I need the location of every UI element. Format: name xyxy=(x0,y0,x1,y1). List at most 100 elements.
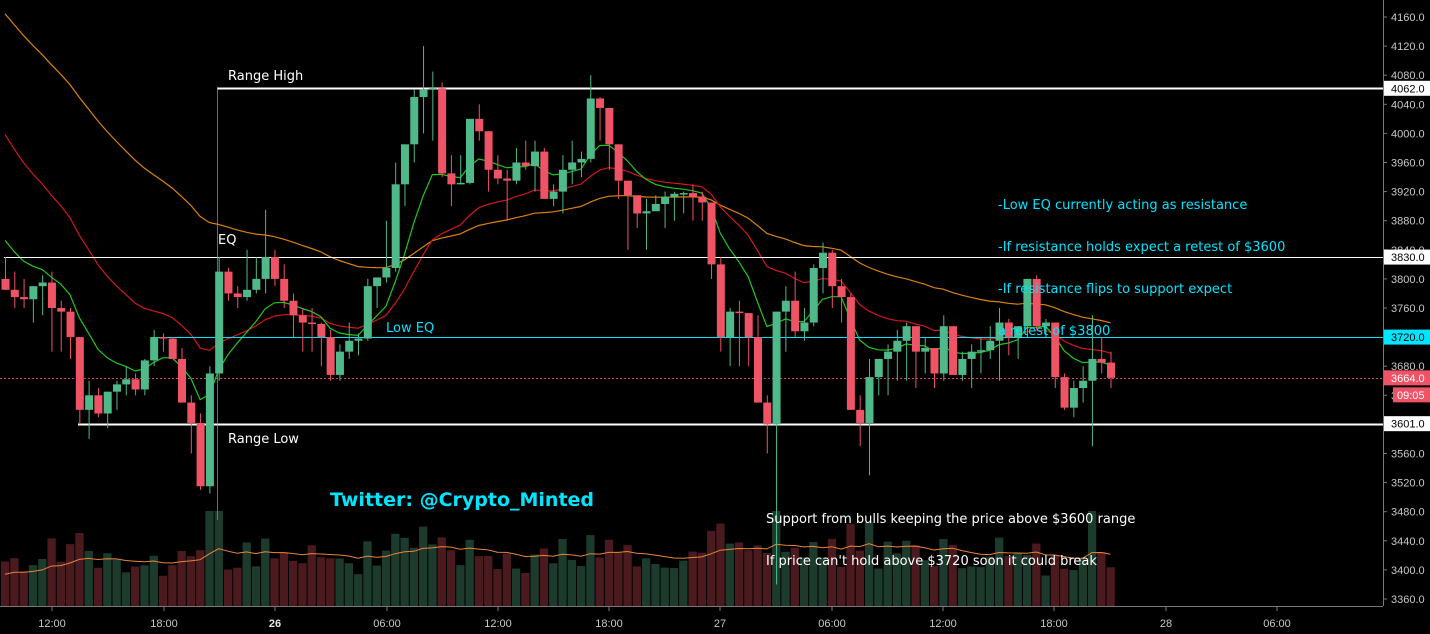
volume-bar xyxy=(409,547,419,606)
candle-body xyxy=(967,351,976,359)
candle-body xyxy=(1,278,10,290)
volume-bar xyxy=(660,567,669,606)
volume-bar xyxy=(381,550,391,606)
candle-body xyxy=(568,162,577,170)
volume-bar xyxy=(549,563,558,606)
note-line: a retest of $3800 xyxy=(998,324,1111,339)
volume-bar xyxy=(456,565,465,606)
time-tick-label: 26 xyxy=(269,618,281,630)
volume-bar xyxy=(140,565,149,606)
volume-bar xyxy=(1060,568,1069,606)
volume-bar xyxy=(93,567,103,606)
candle-body xyxy=(846,297,855,410)
volume-bar xyxy=(651,563,660,606)
volume-bar xyxy=(465,539,474,606)
volume-bar xyxy=(214,511,223,606)
candle-body xyxy=(651,203,660,212)
volume-bar xyxy=(744,550,753,606)
candle-body xyxy=(298,315,307,323)
volume-bar xyxy=(539,548,549,606)
candle-body xyxy=(475,118,484,132)
volume-bar xyxy=(837,566,846,606)
volume-bar xyxy=(19,571,28,606)
candle-body xyxy=(1107,362,1116,378)
candle-body xyxy=(373,277,382,287)
analysis-note-right: -Low EQ currently acting as resistance -… xyxy=(998,171,1285,353)
volume-bar xyxy=(186,556,196,606)
eq-label: EQ xyxy=(218,233,236,248)
time-tick-label: 12:00 xyxy=(929,618,957,630)
volume-bar xyxy=(957,568,967,606)
candle-body xyxy=(215,271,224,374)
candle-body xyxy=(1051,322,1060,378)
volume-bar xyxy=(446,550,456,606)
candle-body xyxy=(354,338,363,341)
candle-body xyxy=(865,377,874,423)
volume-bar xyxy=(391,533,400,606)
volume-bar xyxy=(261,538,270,606)
candle-body xyxy=(586,98,595,159)
candle-body xyxy=(382,267,391,278)
time-tick-label: 12:00 xyxy=(484,618,512,630)
candle-body xyxy=(85,395,94,410)
volume-bar xyxy=(1013,553,1022,606)
candle-body xyxy=(512,162,521,181)
price-tag-last-price: 3664.0 xyxy=(1384,370,1430,386)
volume-bar xyxy=(790,547,799,606)
candle-body xyxy=(503,178,512,181)
candle-body xyxy=(252,278,261,290)
volume-bar xyxy=(985,556,995,606)
volume-bar xyxy=(47,538,56,606)
candle-body xyxy=(819,252,828,268)
candle-body xyxy=(902,326,911,341)
price-tick-label: 4120.0 xyxy=(1391,41,1425,53)
volume-bar xyxy=(939,539,948,606)
price-tick-label: 3920.0 xyxy=(1391,187,1425,199)
volume-bar xyxy=(326,558,335,606)
candle-body xyxy=(400,144,409,185)
svg-text:3601.0: 3601.0 xyxy=(1391,419,1425,431)
volume-bar xyxy=(205,511,214,606)
candle-body xyxy=(809,267,818,323)
candle-body xyxy=(233,293,242,298)
volume-bar xyxy=(1078,558,1087,606)
volume-bar xyxy=(10,558,19,606)
candle-body xyxy=(224,271,233,294)
candle-body xyxy=(939,326,948,374)
candle-body xyxy=(1060,377,1069,408)
volume-bar xyxy=(864,522,874,606)
price-tick-label: 3960.0 xyxy=(1391,158,1425,170)
candle-body xyxy=(1097,358,1106,363)
volume-bar xyxy=(1041,575,1050,606)
candle-body xyxy=(456,182,465,185)
volume-bar xyxy=(251,566,261,606)
volume-bar xyxy=(1106,567,1115,606)
candle-body xyxy=(921,348,930,352)
volume-bar xyxy=(84,550,93,606)
volume-bar xyxy=(103,553,112,606)
volume-bar xyxy=(335,558,344,606)
volume-bar xyxy=(716,523,725,606)
candle-body xyxy=(930,348,939,374)
price-tag-countdown: 09:05 xyxy=(1393,387,1430,403)
volume-bar xyxy=(168,565,177,606)
volume-bar xyxy=(874,568,883,606)
volume-bar xyxy=(669,568,679,606)
volume-moving-average-line xyxy=(4,543,1111,575)
low-eq-label: Low EQ xyxy=(386,321,434,336)
candlesticks xyxy=(1,46,1116,585)
candle-body xyxy=(688,193,697,197)
volume-bar xyxy=(307,545,316,606)
price-tick-label: 3400.0 xyxy=(1391,565,1425,577)
horizontal-levels[interactable] xyxy=(0,87,1383,426)
svg-text:3720.0: 3720.0 xyxy=(1391,332,1425,344)
volume-bar xyxy=(1069,570,1078,606)
volume-bar xyxy=(586,535,595,606)
candle-body xyxy=(29,286,38,300)
volume-bar xyxy=(511,568,521,606)
candle-body xyxy=(1069,388,1078,408)
candle-body xyxy=(205,373,214,487)
time-axis[interactable]: 12:00 18:00 26 06:00 12:00 18:00 27 06:00 12:00 1… xyxy=(38,607,1291,630)
svg-text:09:05: 09:05 xyxy=(1397,390,1425,402)
